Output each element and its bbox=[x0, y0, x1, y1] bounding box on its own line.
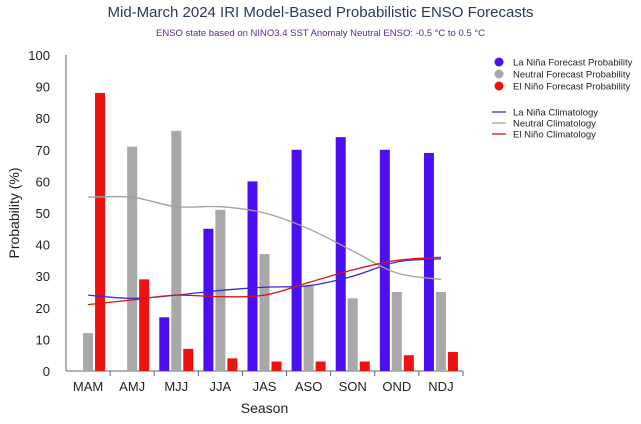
y-tick-label: 70 bbox=[36, 143, 50, 158]
y-tick-label: 100 bbox=[28, 48, 50, 63]
y-tick-label: 10 bbox=[36, 332, 50, 347]
x-tick-label: SON bbox=[339, 379, 367, 394]
x-tick-label: ASO bbox=[295, 379, 322, 394]
bar-neutral-forecast-probability-mjj bbox=[171, 130, 182, 371]
y-tick-label: 90 bbox=[36, 80, 50, 95]
bar-el-ni-o-forecast-probability-ndj bbox=[447, 352, 458, 371]
legend-marker-bar-0 bbox=[494, 57, 504, 67]
x-tick-label: JAS bbox=[253, 379, 277, 394]
x-tick-label: MJJ bbox=[164, 379, 188, 394]
x-tick-label: AMJ bbox=[119, 379, 145, 394]
bar-el-ni-o-forecast-probability-jja bbox=[227, 358, 238, 371]
line-neutral-climatology bbox=[88, 195, 442, 281]
y-tick-label: 80 bbox=[36, 111, 50, 126]
bar-el-ni-o-forecast-probability-aso bbox=[315, 361, 326, 371]
legend-marker-bar-2 bbox=[494, 81, 504, 91]
chart-title: Mid-March 2024 IRI Model-Based Probabili… bbox=[107, 4, 534, 21]
x-tick-label: OND bbox=[382, 379, 411, 394]
bar-el-ni-o-forecast-probability-mam bbox=[95, 92, 106, 372]
bar-neutral-forecast-probability-amj bbox=[127, 146, 138, 371]
y-tick-label: 50 bbox=[36, 206, 50, 221]
legend-label-bar-0: La Niña Forecast Probability bbox=[513, 58, 633, 69]
bar-neutral-forecast-probability-ond bbox=[391, 292, 402, 371]
line-el-ni-o-climatology bbox=[87, 256, 441, 306]
y-tick-label: 30 bbox=[36, 269, 50, 284]
y-tick-label: 40 bbox=[36, 238, 50, 253]
bar-la-ni-a-forecast-probability-son bbox=[335, 137, 346, 371]
bar-neutral-forecast-probability-son bbox=[347, 298, 358, 371]
bar-la-ni-a-forecast-probability-mjj bbox=[159, 317, 170, 371]
chart-subtitle: ENSO state based on NINO3.4 SST Anomaly … bbox=[156, 28, 485, 39]
bar-la-ni-a-forecast-probability-aso bbox=[291, 149, 302, 371]
x-axis-title: Season bbox=[241, 400, 288, 416]
bar-la-ni-a-forecast-probability-ond bbox=[379, 149, 390, 371]
legend-marker-bar-1 bbox=[494, 69, 504, 79]
y-tick-label: 60 bbox=[36, 174, 50, 189]
bar-neutral-forecast-probability-aso bbox=[303, 285, 314, 371]
y-axis-title: Probability (%) bbox=[6, 167, 22, 258]
legend-label-line-1: Neutral Climatology bbox=[513, 119, 596, 130]
bar-la-ni-a-forecast-probability-ndj bbox=[423, 152, 434, 371]
y-tick-label: 20 bbox=[36, 301, 50, 316]
x-tick-label: NDJ bbox=[428, 379, 453, 394]
x-tick-label: JJA bbox=[210, 379, 232, 394]
bar-el-ni-o-forecast-probability-mjj bbox=[183, 348, 194, 371]
legend-label-bar-2: El Niño Forecast Probability bbox=[513, 82, 630, 93]
bar-el-ni-o-forecast-probability-jas bbox=[271, 361, 282, 371]
legend-label-line-2: El Niño Climatology bbox=[513, 130, 596, 141]
bar-la-ni-a-forecast-probability-jas bbox=[247, 181, 258, 371]
bar-el-ni-o-forecast-probability-son bbox=[359, 361, 370, 371]
x-tick-label: MAM bbox=[73, 379, 103, 394]
bar-neutral-forecast-probability-mam bbox=[83, 333, 94, 371]
bar-neutral-forecast-probability-jas bbox=[259, 254, 270, 371]
bar-el-ni-o-forecast-probability-amj bbox=[139, 279, 150, 371]
bar-el-ni-o-forecast-probability-ond bbox=[403, 355, 414, 371]
bar-neutral-forecast-probability-ndj bbox=[435, 292, 446, 371]
legend-label-line-0: La Niña Climatology bbox=[513, 108, 598, 119]
y-tick-label: 0 bbox=[43, 364, 50, 379]
legend-label-bar-1: Neutral Forecast Probability bbox=[513, 70, 630, 81]
bar-la-ni-a-forecast-probability-jja bbox=[203, 228, 214, 371]
